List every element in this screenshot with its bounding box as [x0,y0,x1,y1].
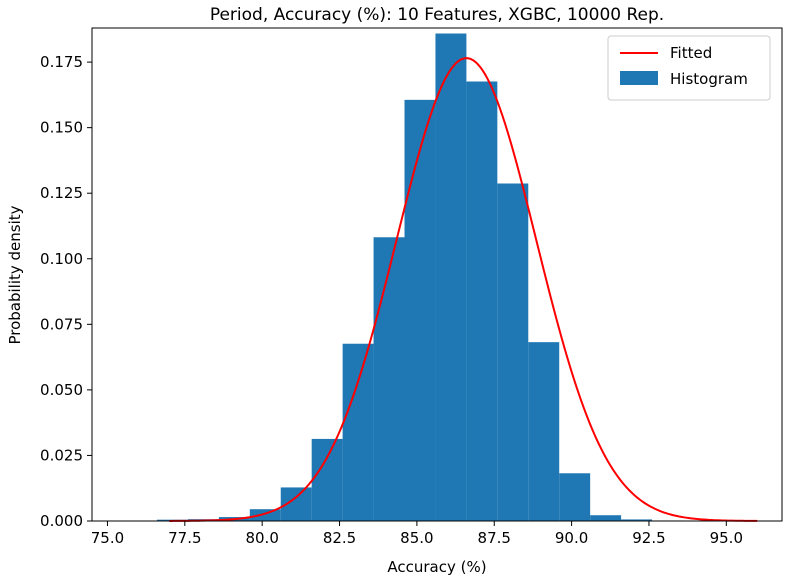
histogram-bar [342,343,374,521]
y-tick-label: 0.125 [40,184,83,202]
histogram-bar [497,183,529,521]
legend-fitted-label: Fitted [670,44,712,62]
histogram-bar [249,509,281,521]
y-axis-ticks: 0.000 0.025 0.050 0.075 0.100 0.125 0.150 0.175 [40,53,92,530]
x-tick-label: 80.0 [245,529,278,547]
y-tick-label: 0.150 [40,119,83,137]
y-tick-label: 0.075 [40,315,83,333]
y-tick-label: 0.050 [40,381,83,399]
x-axis-ticks: 75.0 77.5 80.0 82.5 85.0 87.5 90.0 92.5 95.0 [91,521,743,547]
histogram-bar [373,237,405,522]
histogram-bar [311,438,343,521]
x-tick-label: 82.5 [323,529,356,547]
histogram-bar [466,81,498,522]
x-tick-label: 90.0 [555,529,588,547]
chart-title: Period, Accuracy (%): 10 Features, XGBC,… [210,5,664,25]
histogram-bar [621,519,653,521]
y-tick-label: 0.175 [40,53,83,71]
y-tick-label: 0.025 [40,446,83,464]
y-tick-label: 0.100 [40,250,83,268]
fitted-curve [169,57,758,522]
x-tick-label: 87.5 [478,529,511,547]
y-tick-label: 0.000 [40,512,83,530]
x-tick-label: 75.0 [91,529,124,547]
x-tick-label: 92.5 [632,529,665,547]
legend-histogram-label: Histogram [670,70,748,88]
histogram-bar [559,473,591,521]
histogram-bar [435,33,467,521]
plot-area-frame [91,27,783,522]
x-tick-label: 77.5 [168,529,201,547]
legend: Fitted Histogram [607,35,771,101]
histogram-bar [528,342,560,521]
histogram-bar [590,515,622,521]
x-tick-label: 85.0 [400,529,433,547]
y-axis-label: Probability density [6,205,24,344]
histogram-bars [156,33,683,522]
x-tick-label: 95.0 [710,529,743,547]
histogram-bar [404,99,436,522]
legend-histogram-swatch [620,71,658,85]
x-axis-label: Accuracy (%) [387,558,486,576]
